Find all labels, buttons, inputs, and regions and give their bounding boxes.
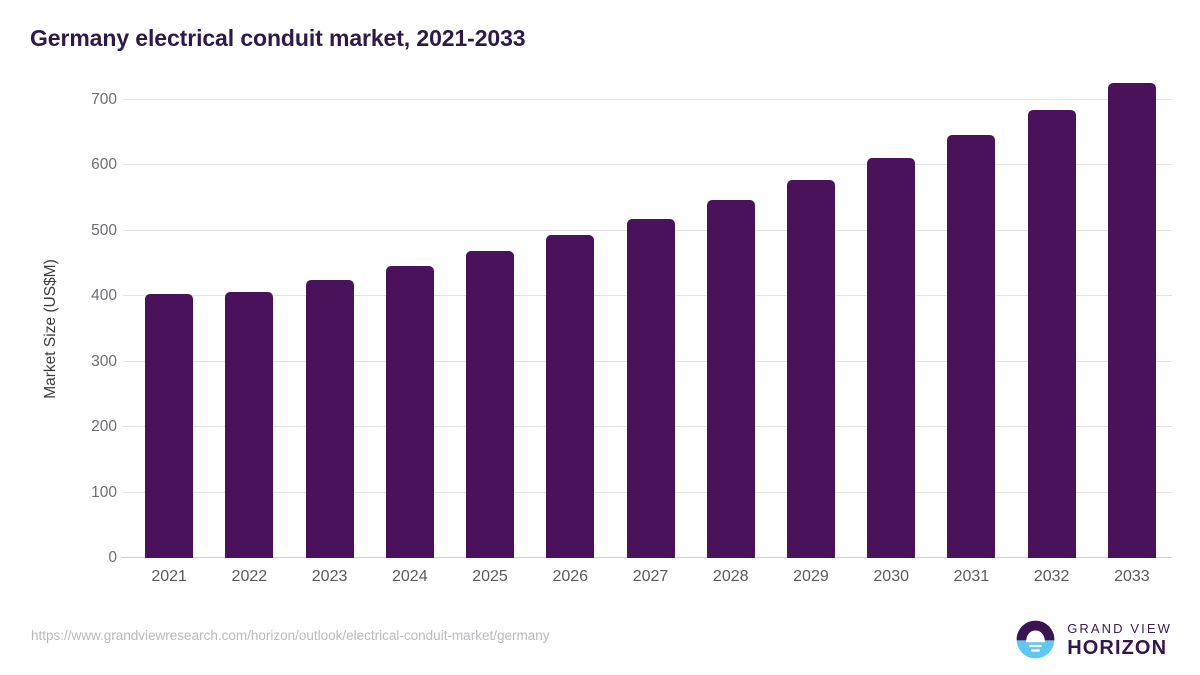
x-tick-label: 2027 bbox=[632, 568, 669, 585]
bar[interactable] bbox=[466, 250, 515, 558]
x-tick-label: 2022 bbox=[231, 568, 268, 585]
brand-logo: GRAND VIEW HORIZON bbox=[1013, 617, 1172, 662]
logo-line-horizon: HORIZON bbox=[1067, 636, 1168, 659]
gridline bbox=[123, 164, 1172, 166]
x-tick-label: 2029 bbox=[793, 568, 829, 585]
x-tick-label: 2025 bbox=[472, 568, 508, 585]
page-title: Germany electrical conduit market, 2021-… bbox=[30, 25, 526, 51]
y-tick-label: 500 bbox=[91, 221, 117, 239]
bar[interactable] bbox=[305, 279, 354, 558]
y-tick-label: 200 bbox=[91, 418, 117, 436]
x-tick-label: 2032 bbox=[1033, 568, 1070, 585]
y-tick-label: 0 bbox=[108, 549, 117, 566]
y-axis-ticks: 0 100 200 300 400 500 600 700 bbox=[57, 91, 117, 566]
bar[interactable] bbox=[706, 200, 755, 558]
y-tick-label: 100 bbox=[91, 483, 117, 501]
bar[interactable] bbox=[947, 135, 996, 558]
horizon-circle-logo-icon bbox=[1016, 620, 1055, 659]
plot-area bbox=[121, 83, 1172, 558]
y-tick-label: 700 bbox=[91, 91, 117, 108]
x-axis-ticks: 2021 2022 2023 2024 2025 2026 2027 2028 2029 2030… bbox=[129, 568, 1172, 598]
bar[interactable] bbox=[385, 265, 434, 558]
x-tick-label: 2026 bbox=[552, 568, 589, 585]
x-tick-label: 2033 bbox=[1114, 568, 1150, 585]
logo-line-grand-view: GRAND VIEW bbox=[1067, 620, 1172, 636]
bar[interactable] bbox=[546, 235, 595, 558]
source-url[interactable]: https://www.grandviewresearch.com/horizo… bbox=[31, 628, 550, 643]
bar[interactable] bbox=[1107, 83, 1156, 558]
bar[interactable] bbox=[867, 158, 916, 558]
bar[interactable] bbox=[225, 291, 274, 558]
logo-wordmark: GRAND VIEW HORIZON bbox=[1067, 622, 1172, 658]
x-tick-label: 2023 bbox=[311, 568, 348, 585]
x-tick-label: 2021 bbox=[151, 568, 187, 585]
x-tick-label: 2024 bbox=[392, 568, 428, 585]
bar-series bbox=[129, 83, 1172, 558]
y-tick-label: 300 bbox=[91, 352, 117, 370]
x-tick-label: 2028 bbox=[712, 568, 749, 585]
bar[interactable] bbox=[786, 179, 835, 558]
bar[interactable] bbox=[626, 219, 675, 558]
y-tick-label: 600 bbox=[91, 156, 117, 174]
bar[interactable] bbox=[145, 294, 194, 558]
bar[interactable] bbox=[1027, 109, 1076, 558]
gridline bbox=[123, 99, 1172, 100]
y-tick-label: 400 bbox=[91, 287, 117, 305]
x-tick-label: 2030 bbox=[873, 568, 909, 585]
x-tick-label: 2031 bbox=[953, 568, 990, 585]
